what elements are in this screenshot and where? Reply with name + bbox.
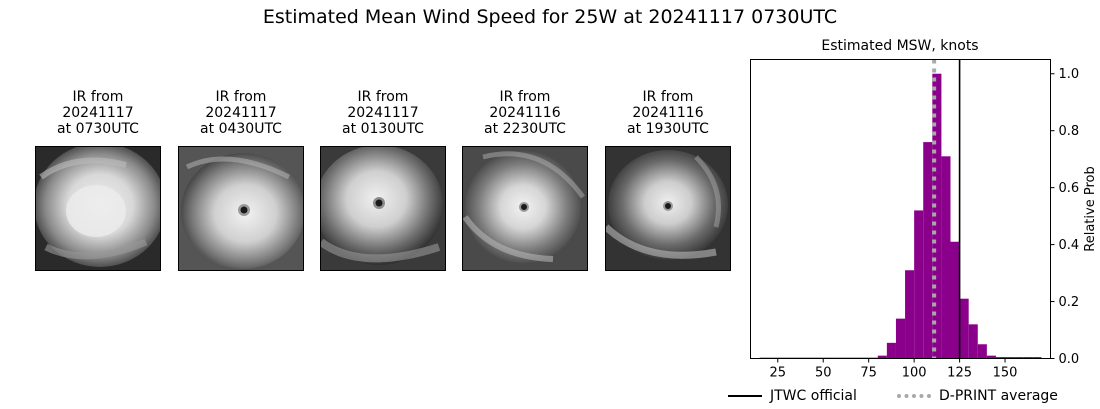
panel-caption: IR from 20241117 at 0130UTC (320, 89, 446, 137)
y-tick-label: 0.6 (1059, 181, 1080, 196)
histogram-bar (986, 355, 996, 359)
legend-jtwc-label: JTWC official (770, 388, 857, 404)
x-tick-label: 25 (769, 366, 786, 381)
caption-date: 20241116 (632, 105, 704, 121)
legend-jtwc-swatch (728, 395, 762, 397)
histogram-bar (877, 355, 887, 359)
histogram-bar (886, 342, 896, 359)
histogram-bar (959, 298, 969, 359)
satellite-panel: IR from 20241117 at 0430UTC (178, 89, 304, 271)
caption-line: IR from (72, 89, 124, 105)
histogram-bar (995, 357, 1006, 359)
ir-image (462, 146, 588, 271)
reference-lines (932, 59, 961, 359)
histogram-bar (1005, 357, 1015, 359)
histogram-bar (941, 156, 951, 359)
caption-date: 20241117 (205, 105, 277, 121)
y-tick-label: 0.8 (1059, 124, 1080, 139)
histogram-bar (1023, 357, 1033, 359)
y-tick-label: 0.0 (1059, 352, 1080, 367)
histogram-bar (1032, 357, 1042, 359)
chart-title: Estimated MSW, knots (821, 38, 978, 54)
panel-caption: IR from 20241117 at 0730UTC (35, 89, 161, 137)
legend-dprint-label: D-PRINT average (939, 388, 1058, 404)
panel-caption: IR from 20241116 at 1930UTC (605, 89, 731, 137)
x-tick-label: 100 (902, 366, 927, 381)
caption-time: at 0130UTC (342, 121, 424, 137)
y-tick-label: 0.4 (1059, 238, 1080, 253)
panel-caption: IR from 20241117 at 0430UTC (178, 89, 304, 137)
y-axis: 0.0 0.2 0.4 0.6 0.8 1.0 (1050, 67, 1080, 367)
satellite-panel: IR from 20241117 at 0130UTC (320, 89, 446, 271)
histogram-bar (968, 324, 978, 359)
y-axis-label: Relative Prob (1083, 166, 1098, 251)
caption-line: IR from (642, 89, 694, 105)
panel-caption: IR from 20241116 at 2230UTC (462, 89, 588, 137)
y-tick-label: 1.0 (1059, 67, 1080, 82)
caption-time: at 1930UTC (627, 121, 709, 137)
caption-date: 20241117 (347, 105, 419, 121)
plot-frame (750, 59, 1051, 359)
caption-line: IR from (499, 89, 551, 105)
x-axis: 25 50 75 100 125 150 (769, 358, 1018, 381)
histogram-bar (950, 241, 960, 359)
satellite-panel: IR from 20241116 at 1930UTC (605, 89, 731, 271)
legend-dprint: D-PRINT average (897, 386, 1058, 406)
histogram-bar (977, 344, 987, 359)
x-tick-label: 50 (815, 366, 832, 381)
legend-jtwc: JTWC official (728, 386, 857, 406)
figure-title: Estimated Mean Wind Speed for 25W at 202… (262, 6, 838, 28)
x-tick-label: 150 (993, 366, 1018, 381)
histogram-bar (895, 318, 906, 359)
caption-date: 20241116 (489, 105, 561, 121)
caption-line: IR from (215, 89, 267, 105)
legend-dprint-swatch (897, 394, 931, 398)
ir-image (178, 146, 304, 271)
caption-time: at 0730UTC (57, 121, 139, 137)
caption-date: 20241117 (62, 105, 134, 121)
satellite-panel: IR from 20241116 at 2230UTC (462, 89, 588, 271)
satellite-panel: IR from 20241117 at 0730UTC (35, 89, 161, 271)
x-tick-label: 125 (947, 366, 972, 381)
y-tick-label: 0.2 (1059, 295, 1080, 310)
histogram-bar (905, 270, 915, 359)
caption-time: at 0430UTC (200, 121, 282, 137)
caption-time: at 2230UTC (484, 121, 566, 137)
histogram-bar (914, 210, 924, 359)
ir-image (605, 146, 731, 271)
x-tick-label: 75 (860, 366, 877, 381)
histogram-bar (923, 142, 933, 359)
ir-image (35, 146, 161, 271)
histogram-bar (1014, 357, 1024, 359)
histogram-bar (932, 73, 942, 359)
caption-line: IR from (357, 89, 409, 105)
ir-image (320, 146, 446, 271)
histogram-bars (759, 73, 1042, 359)
